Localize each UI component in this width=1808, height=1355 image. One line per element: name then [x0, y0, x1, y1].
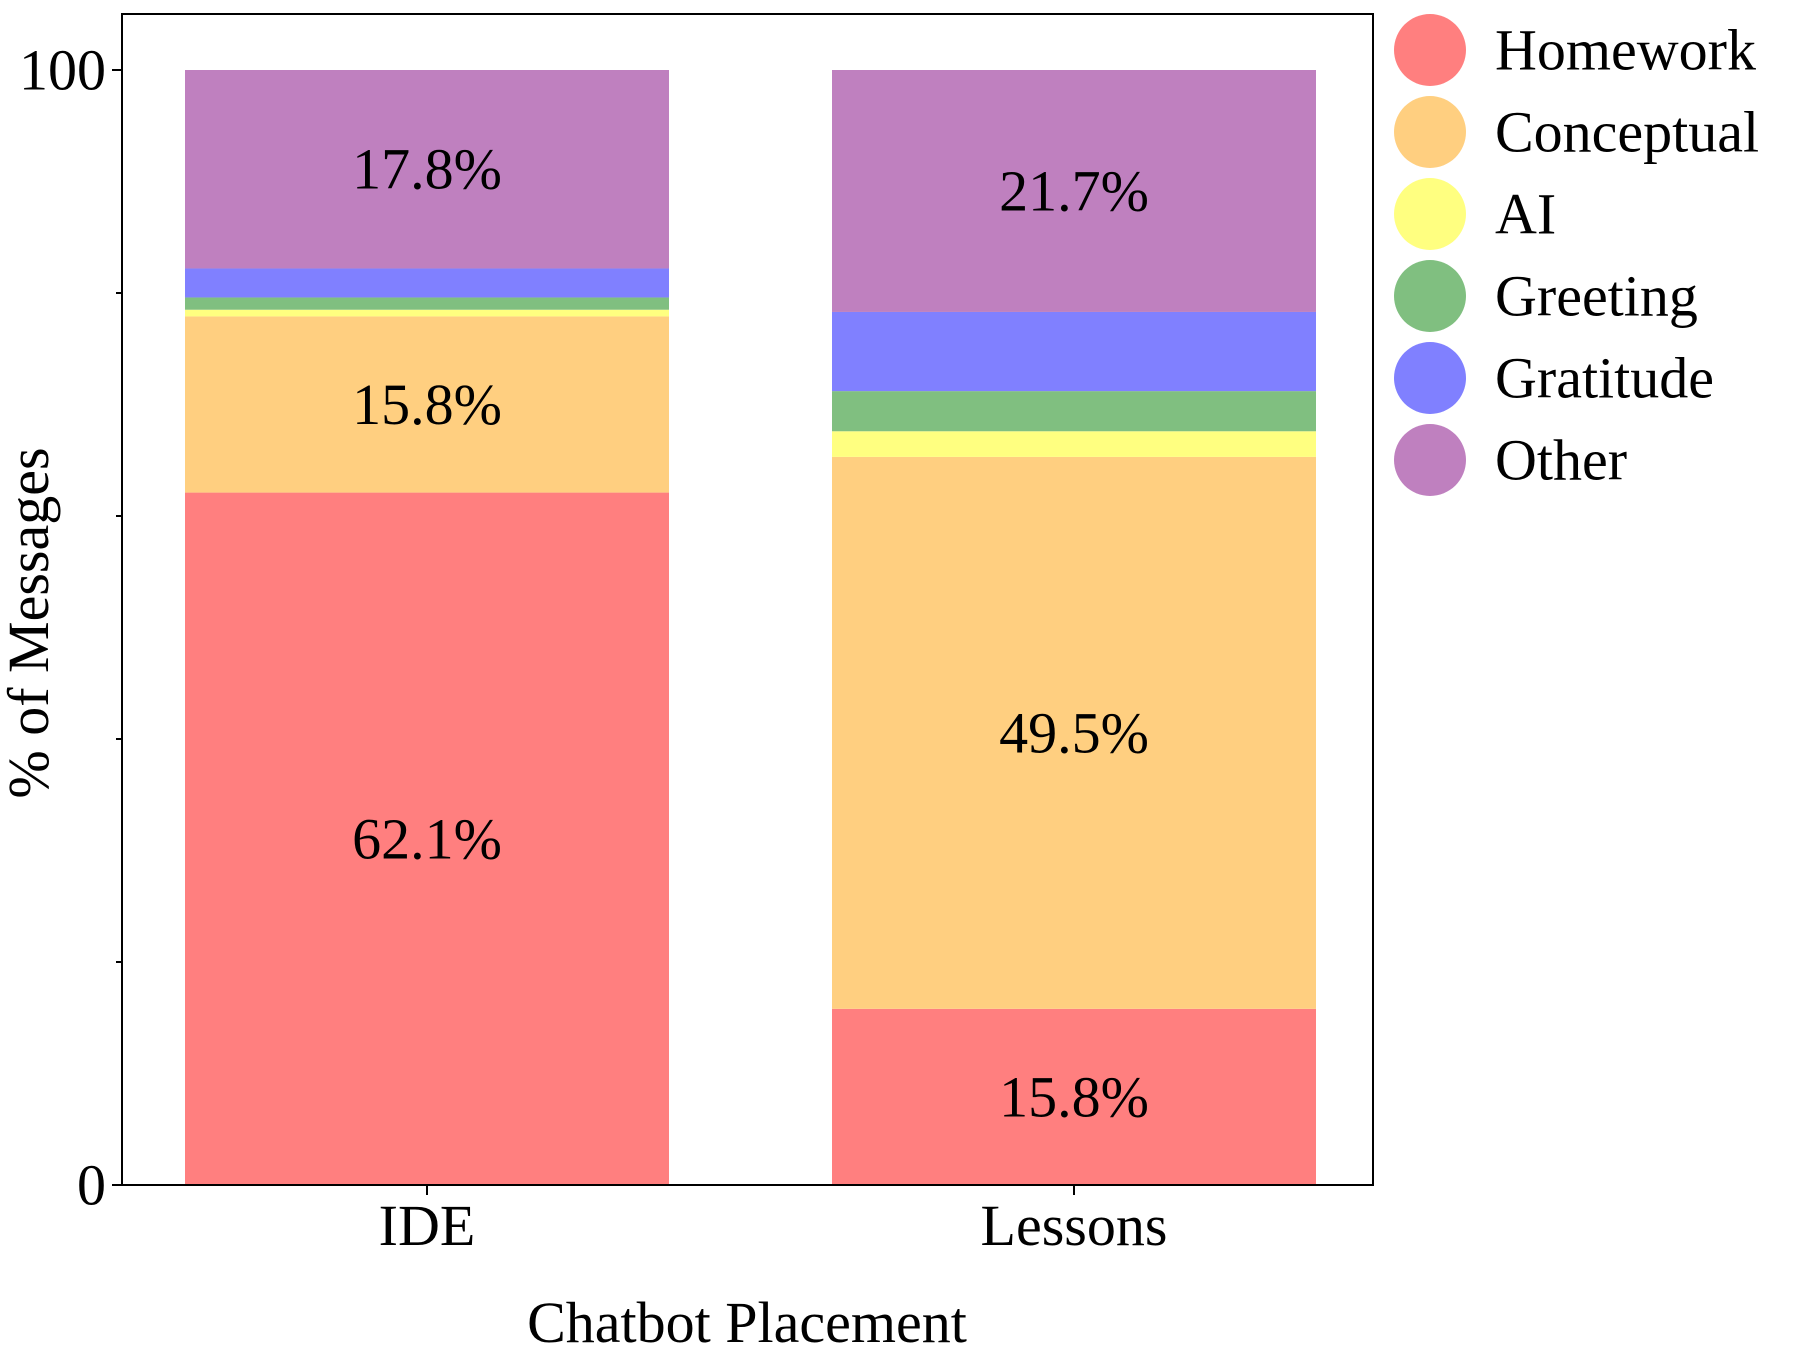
bar-segment-ide-other — [185, 70, 669, 269]
bar-segment-ide-conceptual — [185, 316, 669, 493]
bar-segment-lessons-greeting — [832, 391, 1316, 432]
legend-marker-conceptual — [1394, 96, 1466, 168]
x-tick-label-lessons: Lessons — [981, 1193, 1168, 1258]
bar-segment-ide-greeting — [185, 297, 669, 310]
bar-segment-ide-homework — [185, 492, 669, 1186]
x-axis: IDE Lessons — [379, 1185, 1168, 1258]
y-axis-title: % of Messages — [0, 447, 61, 798]
data-label-lessons-other: 21.7% — [999, 158, 1149, 223]
legend-marker-homework — [1394, 14, 1466, 86]
legend-marker-gratitude — [1394, 342, 1466, 414]
legend-label-ai: AI — [1495, 182, 1556, 247]
bar-segment-lessons-conceptual — [832, 456, 1316, 1009]
bar-segment-lessons-gratitude — [832, 311, 1316, 392]
y-axis: 0 100 — [19, 38, 122, 1218]
plot-area-frame — [121, 13, 1374, 1186]
legend-marker-other — [1394, 424, 1466, 496]
legend-label-conceptual: Conceptual — [1495, 100, 1759, 165]
data-label-ide-homework: 62.1% — [352, 806, 502, 871]
x-axis-title: Chatbot Placement — [527, 1290, 967, 1350]
legend-label-gratitude: Gratitude — [1495, 346, 1714, 411]
bar-segment-lessons-other — [832, 70, 1316, 312]
bar-segment-ide-gratitude — [185, 268, 669, 298]
data-label-lessons-conceptual: 49.5% — [999, 700, 1149, 765]
x-tick-label-ide: IDE — [379, 1193, 476, 1258]
bar-segment-ide-ai — [185, 309, 669, 317]
bar-segment-lessons-ai — [832, 431, 1316, 457]
data-labels-layer: 62.1% 15.8% 17.8% 15.8% 49.5% 21.7% — [352, 137, 1149, 1130]
legend-label-homework: Homework — [1495, 18, 1756, 83]
bars-layer — [185, 70, 1316, 1186]
legend-marker-ai — [1394, 178, 1466, 250]
legend-label-greeting: Greeting — [1495, 264, 1698, 329]
legend-label-other: Other — [1495, 428, 1627, 493]
legend: Homework Conceptual AI Greeting Gratitude Oth… — [1394, 14, 1759, 496]
legend-marker-greeting — [1394, 260, 1466, 332]
y-tick-label: 0 — [77, 1153, 106, 1218]
bar-segment-lessons-homework — [832, 1008, 1316, 1185]
data-label-ide-conceptual: 15.8% — [352, 372, 502, 437]
data-label-ide-other: 17.8% — [352, 137, 502, 202]
y-tick-label: 100 — [19, 38, 106, 103]
data-label-lessons-homework: 15.8% — [999, 1064, 1149, 1129]
